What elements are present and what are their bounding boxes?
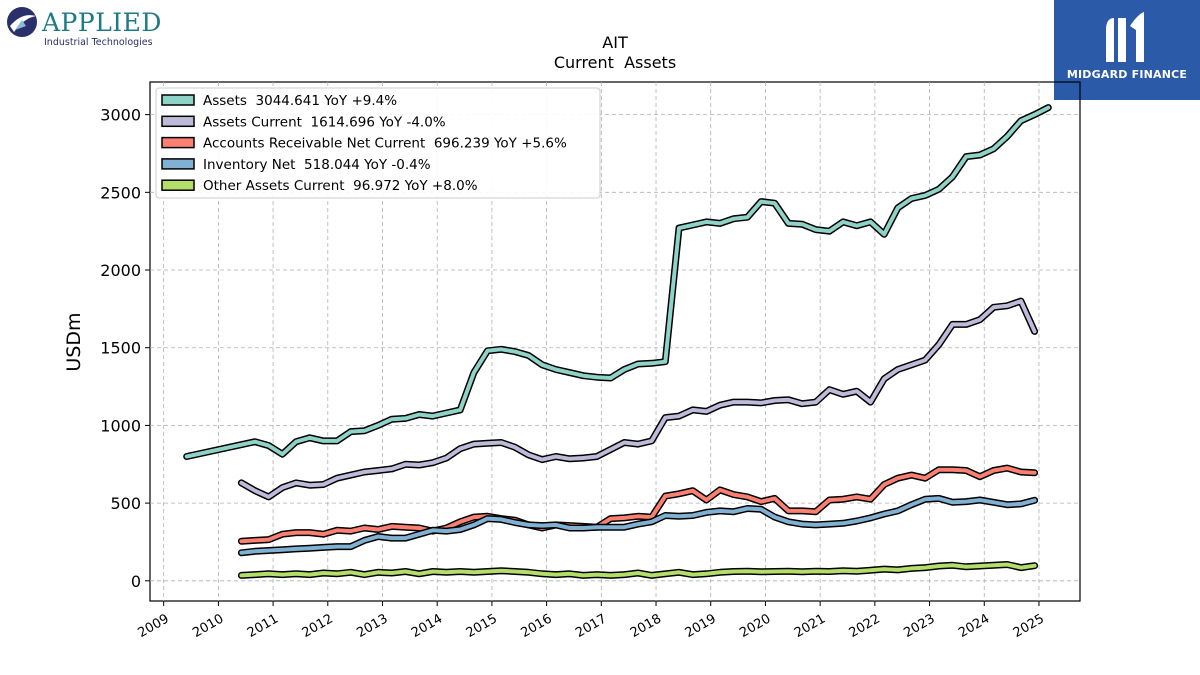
series-line-2 bbox=[239, 466, 1037, 544]
series-line-4 bbox=[239, 562, 1037, 578]
applied-subtitle: Industrial Technologies bbox=[44, 37, 153, 48]
y-tick-label: 1500 bbox=[100, 339, 141, 358]
applied-wordmark: APPLIED bbox=[42, 8, 162, 37]
y-tick-label: 500 bbox=[110, 494, 141, 513]
x-axis-ticks: 2009 2010 2011 2012 2013 2014 2015 2016 2017 2018… bbox=[136, 601, 1047, 641]
legend-box bbox=[155, 87, 601, 199]
legend-swatch-1 bbox=[161, 115, 195, 128]
series-line-0 bbox=[184, 105, 1051, 459]
x-tick-label: 2009 bbox=[136, 611, 172, 641]
y-tick-label: 2500 bbox=[100, 183, 141, 202]
x-tick-label: 2016 bbox=[518, 611, 554, 641]
x-tick-label: 2025 bbox=[1011, 611, 1047, 641]
chart-title: AIT bbox=[602, 33, 628, 52]
legend-swatch-2 bbox=[161, 136, 195, 149]
x-tick-label: 2011 bbox=[245, 611, 281, 641]
x-tick-label: 2015 bbox=[464, 611, 500, 641]
legend: Assets 3044.641 YoY +9.4% Assets Current … bbox=[155, 87, 601, 199]
legend-label-4: Other Assets Current 96.972 YoY +8.0% bbox=[203, 178, 478, 194]
x-tick-label: 2010 bbox=[190, 611, 226, 641]
y-axis-ticks: 0 500 1000 1500 2000 2500 3000 bbox=[100, 106, 150, 591]
x-tick-label: 2022 bbox=[847, 611, 883, 641]
series-line-3 bbox=[239, 496, 1037, 555]
y-tick-label: 0 bbox=[131, 572, 141, 591]
legend-label-0: Assets 3044.641 YoY +9.4% bbox=[203, 93, 397, 109]
x-tick-label: 2014 bbox=[409, 611, 445, 641]
chart-subtitle: Current Assets bbox=[554, 53, 676, 72]
y-tick-label: 1000 bbox=[100, 416, 141, 435]
plot-frame bbox=[149, 81, 1081, 602]
x-tick-label: 2019 bbox=[683, 611, 719, 641]
y-tick-label: 2000 bbox=[100, 261, 141, 280]
midgard-logo: MIDGARD FINANCE bbox=[1054, 0, 1200, 100]
series-line-outline-1 bbox=[237, 297, 1039, 501]
legend-swatch-0 bbox=[161, 94, 195, 106]
applied-logo: APPLIED Industrial Technologies bbox=[6, 4, 166, 52]
series-lines bbox=[183, 104, 1052, 579]
x-tick-label: 2013 bbox=[354, 611, 390, 641]
y-tick-label: 3000 bbox=[100, 106, 141, 125]
x-tick-label: 2021 bbox=[792, 611, 828, 641]
x-tick-label: 2020 bbox=[737, 611, 773, 641]
y-axis-label: USDm bbox=[63, 312, 85, 371]
midgard-m-icon bbox=[1106, 12, 1144, 62]
x-tick-label: 2018 bbox=[628, 611, 664, 641]
series-line-1 bbox=[239, 299, 1037, 499]
legend-label-1: Assets Current 1614.696 YoY -4.0% bbox=[203, 114, 446, 130]
applied-globe-icon bbox=[7, 7, 37, 37]
x-tick-label: 2023 bbox=[901, 611, 937, 641]
x-tick-label: 2012 bbox=[300, 611, 336, 641]
x-tick-label: 2024 bbox=[956, 611, 992, 641]
x-tick-label: 2017 bbox=[573, 611, 609, 641]
legend-label-2: Accounts Receivable Net Current 696.239 … bbox=[203, 136, 567, 152]
legend-swatch-4 bbox=[161, 179, 195, 191]
legend-label-3: Inventory Net 518.044 YoY -0.4% bbox=[203, 157, 431, 173]
legend-swatch-3 bbox=[161, 158, 195, 170]
midgard-wordmark: MIDGARD FINANCE bbox=[1066, 68, 1188, 81]
